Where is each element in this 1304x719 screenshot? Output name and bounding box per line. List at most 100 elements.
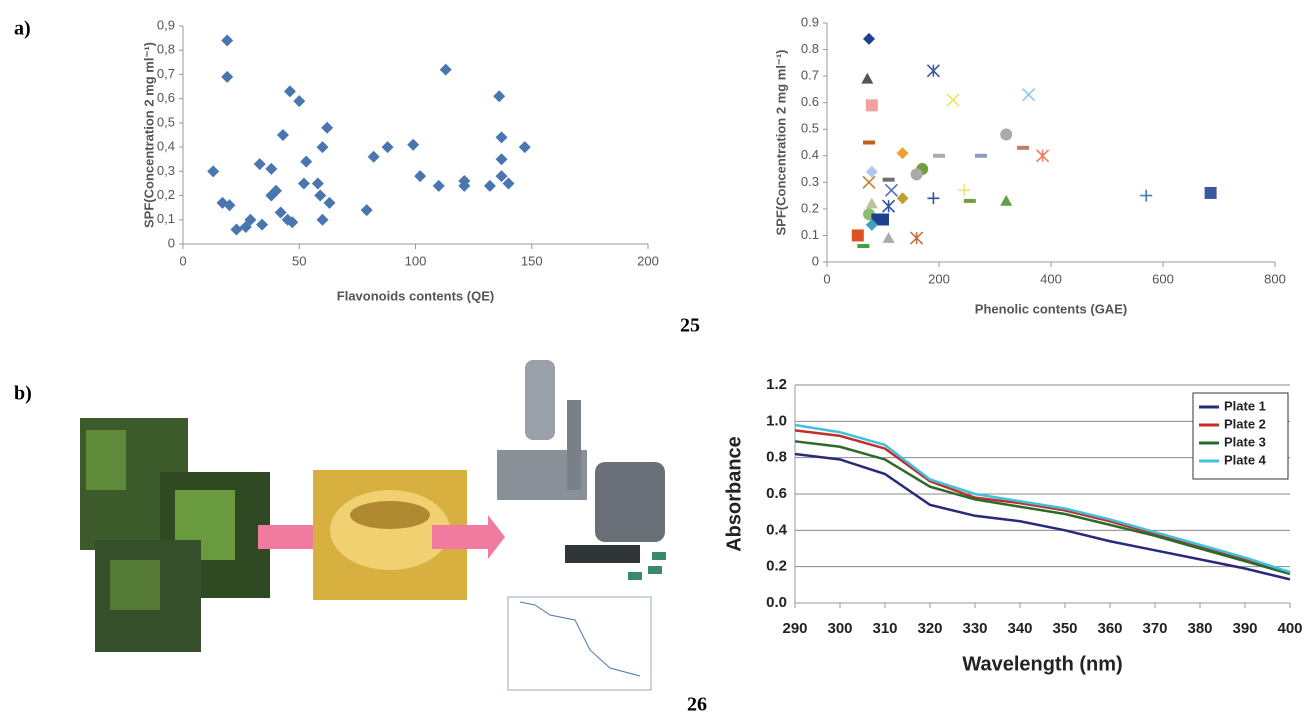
marker (975, 153, 987, 158)
marker (865, 218, 878, 231)
x-axis-title: Flavonoids contents (QE) (337, 288, 494, 303)
inset-plot (507, 596, 652, 691)
marker (221, 34, 234, 47)
marker (300, 155, 313, 168)
y-tick-label: 0.4 (801, 147, 819, 162)
figure-number: 26 (687, 694, 707, 716)
marker (862, 175, 876, 189)
inset-curve (519, 601, 641, 677)
y-axis-title: Absorbance (723, 436, 745, 552)
marker (896, 192, 909, 205)
marker (1022, 88, 1036, 102)
legend-label: Plate 2 (1224, 416, 1266, 431)
line (794, 440, 1291, 576)
marker (857, 244, 870, 249)
marker (253, 158, 266, 171)
y-tick-label: 0,7 (157, 66, 175, 81)
y-tick-label: 0.8 (766, 449, 787, 466)
marker (439, 63, 452, 76)
arrow (432, 515, 505, 559)
line (794, 429, 1291, 574)
marker (865, 165, 878, 178)
marker (495, 131, 508, 144)
marker (276, 129, 289, 141)
marker (483, 179, 496, 192)
marker (311, 177, 324, 190)
y-tick-label: 0 (168, 235, 175, 250)
y-tick-label: 0.7 (801, 68, 819, 83)
marker (495, 153, 508, 166)
marker (432, 179, 445, 192)
marker (256, 218, 269, 231)
x-tick-label: 300 (827, 620, 852, 637)
marker (286, 216, 299, 229)
y-tick-label: 0.8 (801, 41, 819, 56)
x-tick-label: 600 (1152, 271, 1174, 286)
marker (407, 138, 420, 151)
marker (884, 183, 898, 197)
y-tick-label: 0,9 (157, 17, 175, 32)
x-tick-label: 0 (823, 271, 830, 286)
marker (910, 231, 924, 245)
mortar-bowl (350, 501, 430, 529)
marker (882, 199, 896, 213)
marker (316, 141, 329, 154)
y-tick-label: 0.9 (801, 14, 819, 29)
marker (502, 177, 515, 190)
y-tick-label: 0.4 (766, 521, 788, 538)
marker (270, 184, 282, 197)
y-tick-label: 0.6 (766, 485, 787, 502)
y-tick-label: 0,1 (157, 211, 175, 226)
x-tick-label: 800 (1264, 271, 1286, 286)
figure-number: 25 (680, 315, 700, 337)
y-tick-label: 0 (812, 253, 819, 268)
marker (1036, 149, 1050, 163)
marker (274, 206, 287, 219)
legend-label: Plate 1 (1224, 398, 1266, 413)
line (794, 452, 1291, 581)
x-tick-label: 50 (292, 253, 306, 268)
marker (493, 90, 506, 103)
marker (367, 150, 380, 163)
leaf (110, 560, 160, 610)
sample (628, 572, 642, 580)
y-tick-label: 1.2 (766, 376, 787, 393)
marker (207, 165, 220, 178)
x-tick-label: 370 (1142, 620, 1167, 637)
marker (863, 140, 875, 145)
x-tick-label: 360 (1097, 620, 1122, 637)
marker (1000, 194, 1013, 206)
y-tick-label: 0,6 (157, 90, 175, 105)
x-tick-label: 390 (1232, 620, 1257, 637)
line (794, 423, 1291, 574)
illustration (80, 360, 666, 691)
marker (316, 213, 329, 226)
y-axis-title: SPF(Concentration 2 mg ml⁻¹) (141, 42, 156, 228)
y-tick-label: 0.0 (766, 594, 787, 611)
x-tick-label: 290 (782, 620, 807, 637)
marker (851, 229, 864, 242)
y-tick-label: 0.6 (801, 94, 819, 109)
x-tick-label: 320 (917, 620, 942, 637)
marker (458, 179, 471, 192)
marker (882, 177, 895, 182)
marker (963, 198, 976, 203)
marker (381, 141, 394, 154)
x-tick-label: 400 (1277, 620, 1302, 637)
microscope (525, 360, 555, 440)
marker (946, 93, 960, 107)
marker (283, 85, 296, 98)
y-tick-label: 0.1 (801, 227, 819, 242)
y-tick-label: 1.0 (766, 412, 787, 429)
marker (230, 223, 243, 236)
y-tick-label: 0,4 (157, 139, 175, 154)
marker (882, 232, 895, 243)
y-tick-label: 0.2 (766, 558, 787, 575)
marker (414, 170, 427, 183)
marker (861, 72, 874, 84)
marker (518, 141, 531, 154)
marker (896, 147, 909, 160)
marker (1140, 189, 1153, 202)
x-axis-title: Phenolic contents (GAE) (975, 301, 1127, 316)
